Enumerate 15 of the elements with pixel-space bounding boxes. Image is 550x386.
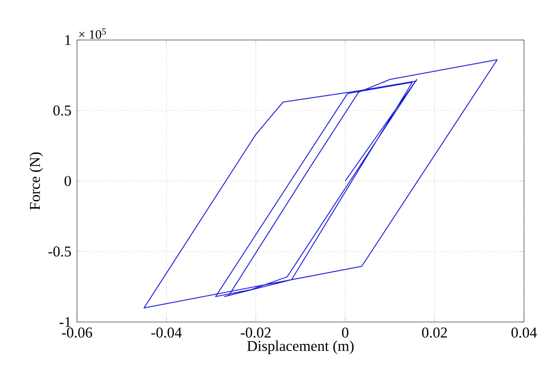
- text: × 10$^{5}$: [79, 28, 106, 39]
- y-tick-label: 0.5: [53, 105, 71, 116]
- x-tick-label: 0: [342, 328, 348, 338]
- line-series: [144, 59, 498, 308]
- x-tick-label: -0.04: [151, 328, 182, 338]
- x-tick-label: 0.04: [511, 328, 537, 338]
- y-tick-label: -1: [60, 317, 71, 327]
- x-tick-label: -0.06: [62, 328, 92, 338]
- y-axis-title: Force (N): [29, 152, 43, 210]
- x-tick-label: 0.02: [422, 328, 447, 338]
- y-tick-label: 1: [65, 35, 71, 45]
- x-axis-title: Displacement (m): [247, 340, 354, 354]
- y-tick-label: -0.5: [48, 246, 71, 257]
- y-tick-label: 0: [64, 176, 71, 186]
- x-tick-label: -0.02: [240, 328, 271, 338]
